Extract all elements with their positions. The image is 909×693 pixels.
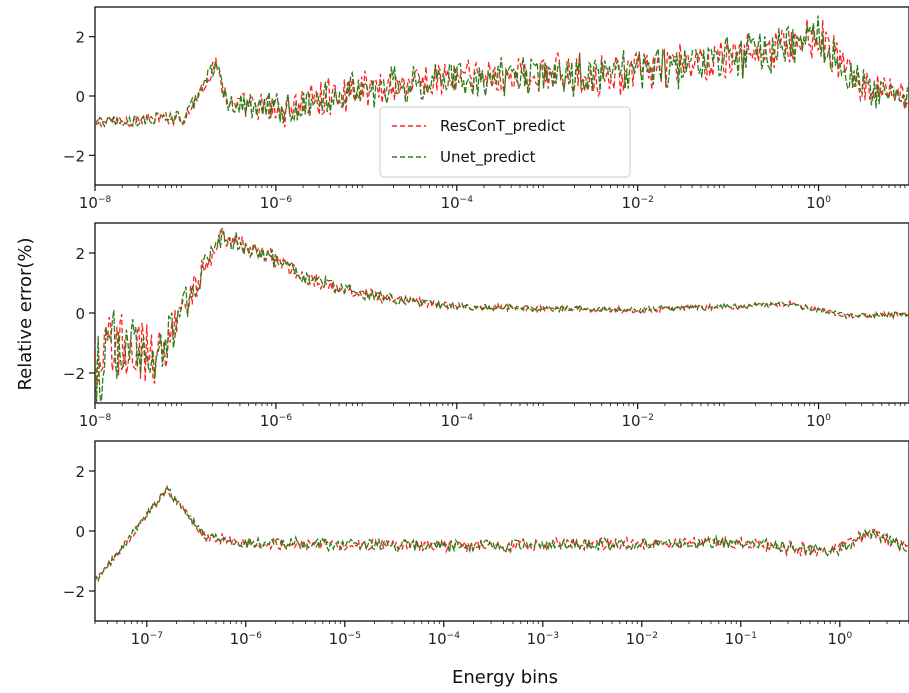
x-axis-title: Energy bins xyxy=(452,667,558,688)
x-tick-label: 10−1 xyxy=(725,630,757,648)
bottom-panel-series xyxy=(95,484,909,583)
top-panel-x-ticks: 10−8 10−6 10−4 10−2 100 xyxy=(79,185,906,212)
bottom-panel: −2 0 2 10−7 10−6 10−5 10−4 10−3 10−2 10−1 100 xyxy=(63,440,909,648)
x-tick-label: 10−4 xyxy=(441,194,474,212)
x-tick-label: 10−3 xyxy=(527,630,559,648)
middle-panel-series xyxy=(95,227,909,403)
x-tick-label: 10−4 xyxy=(441,412,474,430)
x-tick-label: 100 xyxy=(806,412,831,430)
y-tick-label: 0 xyxy=(75,305,85,323)
top-panel-series xyxy=(95,15,909,128)
legend-label-resscont: ResConT_predict xyxy=(440,117,565,136)
middle-panel-x-ticks: 10−8 10−6 10−4 10−2 100 xyxy=(79,403,906,430)
y-tick-label: 0 xyxy=(75,88,85,106)
x-tick-label: 10−8 xyxy=(79,194,112,212)
top-panel-y-ticks: −2 0 2 xyxy=(63,29,95,165)
y-tick-label: 2 xyxy=(75,463,85,481)
legend-label-unet: Unet_predict xyxy=(440,148,536,167)
y-tick-label: −2 xyxy=(63,147,85,165)
x-tick-label: 100 xyxy=(806,194,831,212)
y-tick-label: 2 xyxy=(75,29,85,47)
series-line-unet xyxy=(95,15,909,128)
x-tick-label: 10−7 xyxy=(131,630,163,648)
x-tick-label: 10−6 xyxy=(260,194,293,212)
middle-panel-frame xyxy=(94,222,909,404)
legend-box xyxy=(379,106,631,178)
y-tick-label: −2 xyxy=(63,583,85,601)
y-axis-title: Relative error(%) xyxy=(15,237,36,390)
x-tick-label: 10−8 xyxy=(79,412,112,430)
x-tick-label: 100 xyxy=(827,630,852,648)
y-tick-label: 2 xyxy=(75,245,85,263)
bottom-panel-frame xyxy=(94,440,909,622)
x-tick-label: 10−2 xyxy=(626,630,658,648)
x-tick-label: 10−4 xyxy=(428,630,461,648)
x-tick-label: 10−6 xyxy=(260,412,293,430)
x-tick-label: 10−6 xyxy=(230,630,263,648)
bottom-panel-y-ticks: −2 0 2 xyxy=(63,463,95,601)
series-line-unet xyxy=(95,484,909,583)
legend: ResConT_predict Unet_predict xyxy=(379,106,631,178)
x-tick-label: 10−5 xyxy=(329,630,361,648)
y-tick-label: −2 xyxy=(63,365,85,383)
middle-panel: −2 0 2 10−8 10−6 10−4 10−2 100 xyxy=(63,222,909,430)
middle-panel-y-ticks: −2 0 2 xyxy=(63,245,95,383)
series-line-resscont xyxy=(95,19,909,128)
x-tick-label: 10−2 xyxy=(621,412,653,430)
y-tick-label: 0 xyxy=(75,523,85,541)
x-tick-label: 10−2 xyxy=(621,194,653,212)
bottom-panel-x-ticks: 10−7 10−6 10−5 10−4 10−3 10−2 10−1 100 xyxy=(94,621,909,648)
series-line-unet xyxy=(95,227,909,403)
